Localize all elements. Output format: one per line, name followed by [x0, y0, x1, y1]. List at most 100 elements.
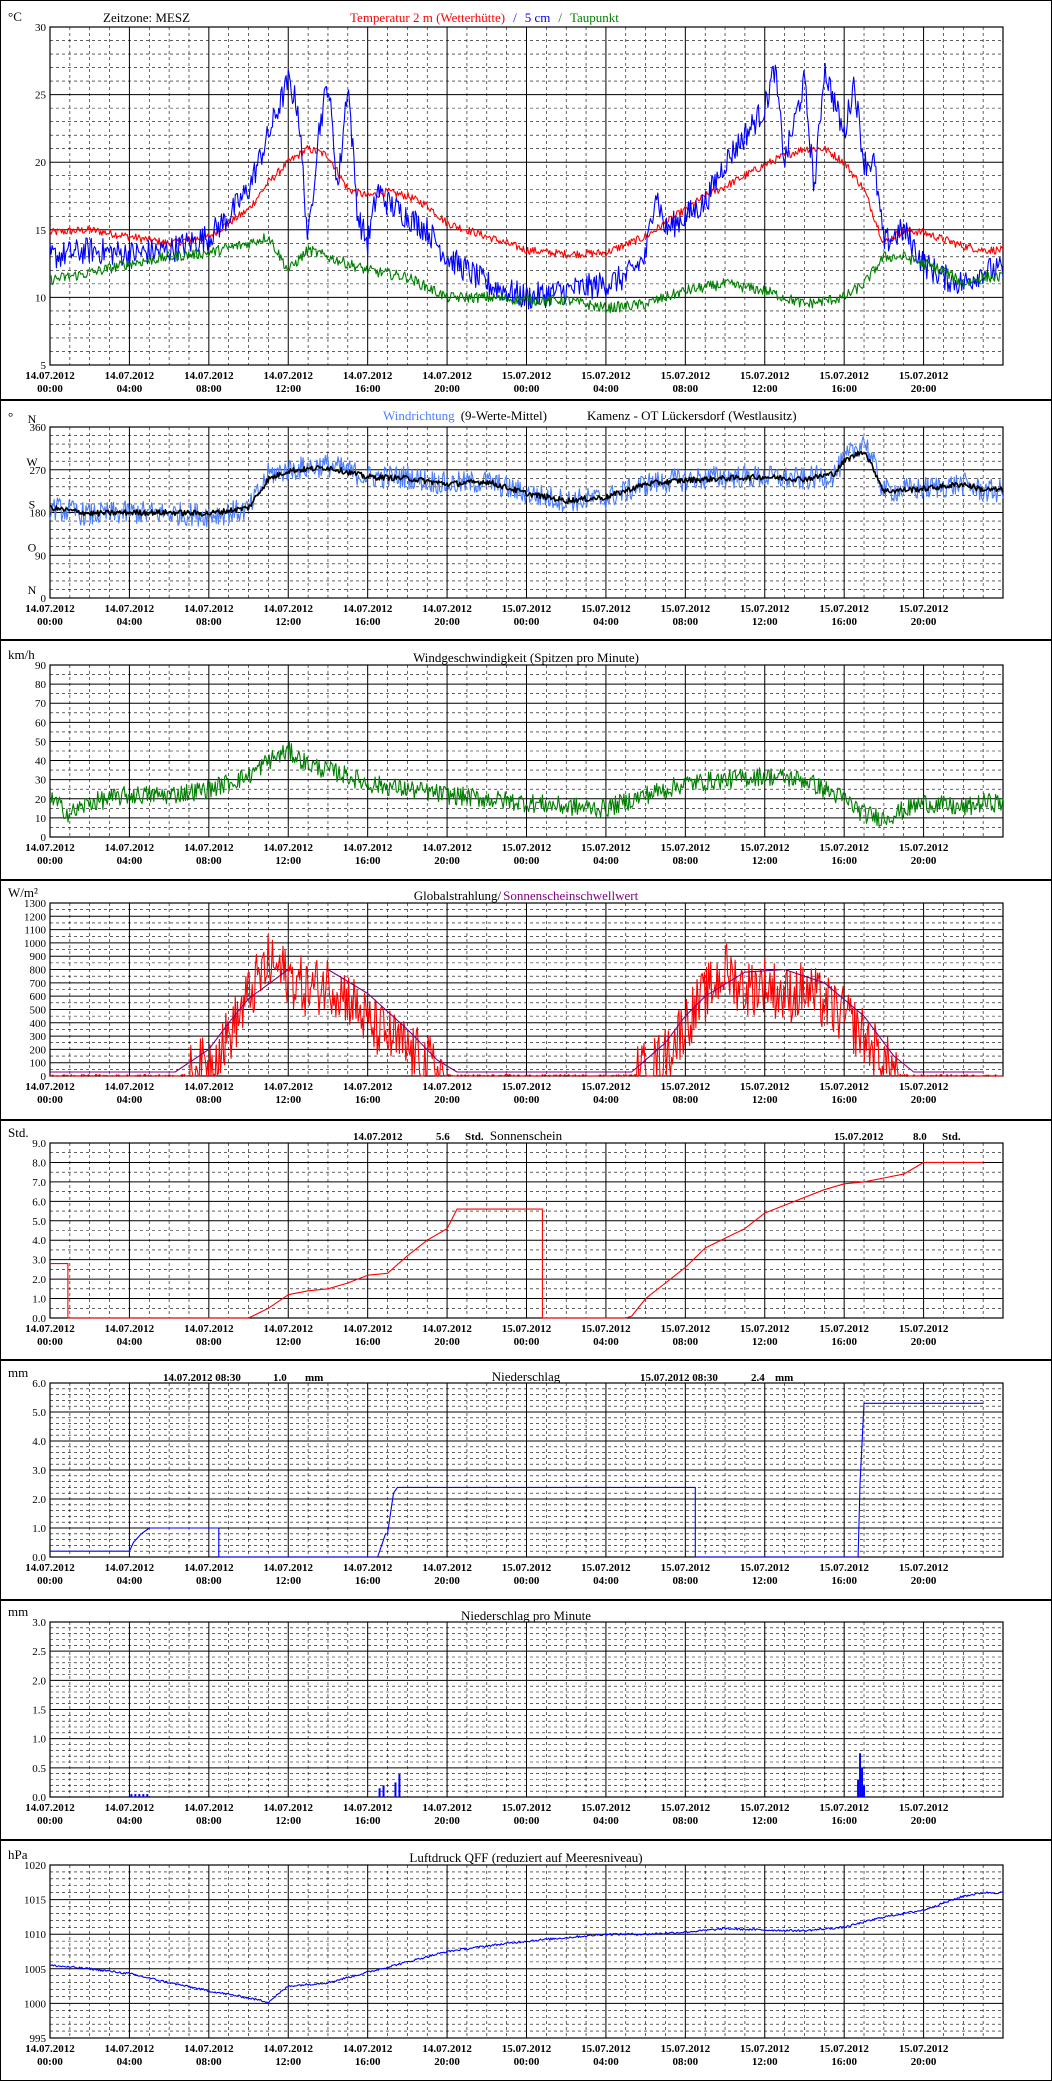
- x-tick-time: 04:00: [593, 1815, 619, 1827]
- x-tick-date: 14.07.2012: [25, 1802, 75, 1814]
- plot-frame: [49, 26, 1004, 366]
- chart-pressure: 99510001005101010151020hPa14.07.201200:0…: [8, 1847, 1004, 2068]
- bar: [130, 1794, 133, 1797]
- x-tick-date: 14.07.2012: [184, 1323, 234, 1335]
- x-tick-time: 00:00: [37, 2056, 63, 2068]
- chart-precip: 0.01.02.03.04.05.06.0mm14.07.201200:0014…: [8, 1365, 1004, 1587]
- x-tick-time: 20:00: [434, 1336, 460, 1348]
- x-tick-time: 00:00: [37, 855, 63, 867]
- x-tick-date: 15.07.2012: [581, 1802, 631, 1814]
- y-tick-label: 900: [30, 951, 47, 963]
- bar: [138, 1794, 141, 1797]
- x-tick-time: 20:00: [434, 1094, 460, 1106]
- x-tick-date: 15.07.2012: [899, 1562, 949, 1574]
- x-tick-time: 04:00: [593, 616, 619, 628]
- annotation: 1.0: [273, 1372, 287, 1384]
- x-tick-time: 00:00: [514, 855, 540, 867]
- y-tick-label: 90: [35, 550, 47, 562]
- x-tick-date: 14.07.2012: [25, 1562, 75, 1574]
- bar: [146, 1794, 149, 1797]
- x-tick-time: 08:00: [196, 1094, 222, 1106]
- x-tick-time: 08:00: [672, 1815, 698, 1827]
- x-tick-time: 20:00: [911, 616, 937, 628]
- x-tick-date: 14.07.2012: [264, 370, 314, 382]
- y-tick-label: 30: [35, 775, 47, 787]
- x-tick-time: 12:00: [275, 1336, 301, 1348]
- x-tick-time: 16:00: [355, 855, 381, 867]
- x-tick-time: 12:00: [275, 616, 301, 628]
- chart-title: Sonnenschein: [490, 1128, 563, 1143]
- x-tick-date: 15.07.2012: [740, 2043, 790, 2055]
- x-tick-date: 15.07.2012: [740, 603, 790, 615]
- y-tick-label: 1015: [24, 1895, 47, 1907]
- y-tick-label: 6.0: [32, 1378, 46, 1390]
- x-tick-date: 14.07.2012: [25, 1081, 75, 1093]
- bar: [861, 1767, 864, 1797]
- y-tick-label: 6.0: [32, 1196, 46, 1208]
- compass-label: N: [28, 583, 37, 597]
- y-tick-label: 90: [35, 660, 47, 672]
- x-tick-date: 14.07.2012: [264, 2043, 314, 2055]
- x-tick-date: 15.07.2012: [819, 1802, 869, 1814]
- x-tick-time: 20:00: [911, 1094, 937, 1106]
- x-tick-time: 04:00: [117, 616, 143, 628]
- x-tick-time: 08:00: [672, 1575, 698, 1587]
- x-tick-time: 04:00: [117, 1815, 143, 1827]
- x-tick-time: 08:00: [672, 2056, 698, 2068]
- unit-label: km/h: [8, 647, 35, 662]
- x-tick-time: 04:00: [117, 1575, 143, 1587]
- x-tick-time: 08:00: [672, 1094, 698, 1106]
- x-tick-date: 15.07.2012: [661, 1081, 711, 1093]
- plot-frame: [49, 664, 1004, 838]
- chart-title: Niederschlag: [492, 1369, 561, 1384]
- y-tick-label: 1200: [24, 911, 47, 923]
- unit-label: W/m²: [8, 885, 38, 900]
- x-tick-time: 00:00: [37, 383, 63, 395]
- x-tick-time: 20:00: [434, 1815, 460, 1827]
- chart-title-part: Niederschlag pro Minute: [461, 1608, 591, 1623]
- x-tick-time: 12:00: [752, 2056, 778, 2068]
- x-tick-date: 15.07.2012: [661, 603, 711, 615]
- x-tick-time: 00:00: [37, 616, 63, 628]
- chart-sunshine: 0.01.02.03.04.05.06.07.08.09.0Std.14.07.…: [8, 1125, 1004, 1348]
- x-tick-date: 15.07.2012: [502, 1081, 552, 1093]
- y-tick-label: 30: [35, 22, 47, 34]
- x-tick-time: 20:00: [434, 383, 460, 395]
- series-line: [49, 1891, 1004, 2004]
- chart-winddir: 090180270360NOSWN°14.07.201200:0014.07.2…: [8, 408, 1004, 628]
- x-tick-date: 15.07.2012: [819, 1081, 869, 1093]
- x-tick-time: 16:00: [355, 1575, 381, 1587]
- y-tick-label: 300: [30, 1031, 47, 1043]
- chart-title: Globalstrahlung/Sonnenscheinschwellwert: [414, 888, 639, 903]
- compass-label: N: [28, 412, 37, 426]
- x-tick-time: 08:00: [196, 1336, 222, 1348]
- chart-title-part: Temperatur 2 m (Wetterhütte): [350, 10, 505, 25]
- x-tick-date: 14.07.2012: [184, 2043, 234, 2055]
- bar: [378, 1788, 381, 1797]
- x-tick-date: 14.07.2012: [422, 1081, 472, 1093]
- y-tick-label: 600: [30, 991, 47, 1003]
- series-line: [50, 968, 984, 1073]
- chart-precip_min: 0.00.51.01.52.02.53.0mm14.07.201200:0014…: [8, 1604, 1004, 1827]
- unit-label: °C: [8, 9, 22, 24]
- y-tick-label: 20: [35, 157, 47, 169]
- x-tick-time: 16:00: [831, 1815, 857, 1827]
- y-tick-label: 1000: [24, 938, 47, 950]
- y-tick-label: 1300: [24, 898, 47, 910]
- annotation: 15.07.2012 08:30: [640, 1372, 718, 1384]
- series-line: [49, 450, 1004, 517]
- y-tick-label: 0: [41, 1071, 47, 1083]
- x-tick-time: 16:00: [831, 855, 857, 867]
- x-tick-date: 15.07.2012: [819, 1562, 869, 1574]
- y-tick-label: 25: [35, 90, 47, 102]
- chart-title-part: Kamenz - OT Lückersdorf (Westlausitz): [587, 408, 797, 423]
- y-tick-label: 360: [30, 422, 47, 434]
- chart-title: Windrichtung (9-Werte-Mittel) Kamenz - OT …: [383, 408, 797, 423]
- x-tick-date: 15.07.2012: [581, 603, 631, 615]
- y-tick-label: 4.0: [32, 1436, 46, 1448]
- x-tick-time: 20:00: [434, 616, 460, 628]
- x-tick-date: 14.07.2012: [25, 603, 75, 615]
- x-tick-time: 08:00: [196, 1575, 222, 1587]
- x-tick-time: 04:00: [593, 383, 619, 395]
